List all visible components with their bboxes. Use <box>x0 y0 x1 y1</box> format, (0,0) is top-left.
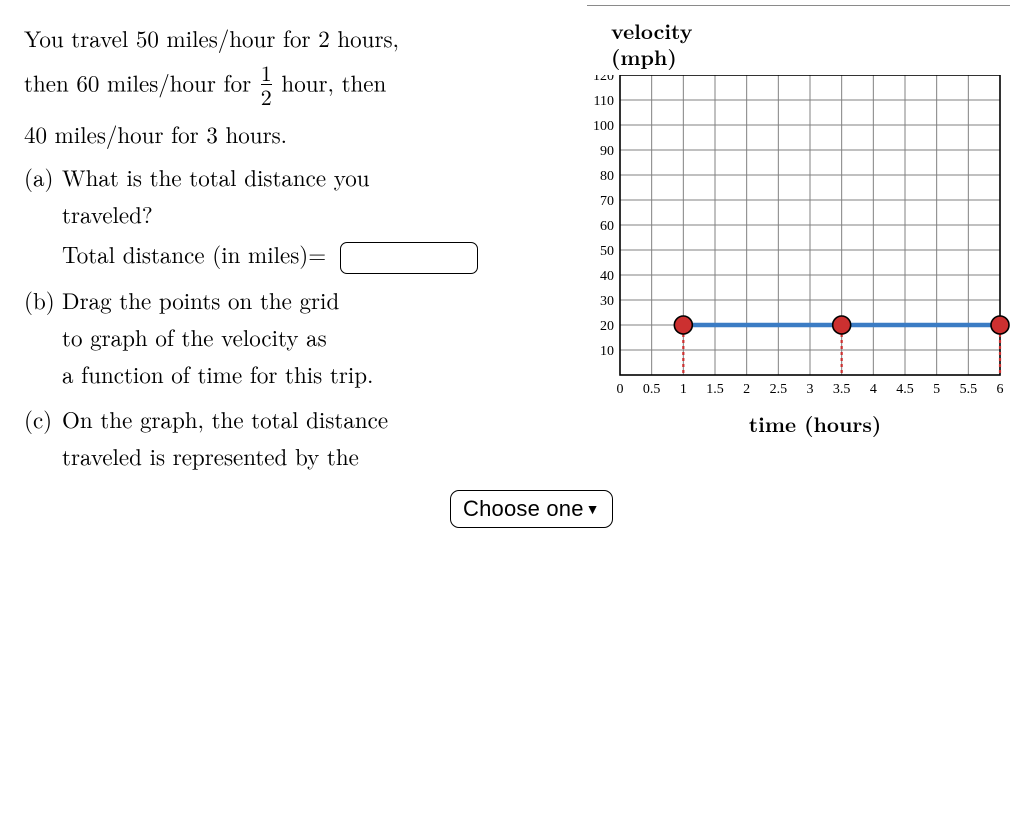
svg-text:4.5: 4.5 <box>896 382 914 397</box>
svg-text:3: 3 <box>807 382 814 397</box>
svg-text:70: 70 <box>600 194 614 209</box>
part-b-label: (b) <box>24 282 62 392</box>
svg-text:1: 1 <box>680 382 687 397</box>
y-axis-title-2: (mph) <box>611 44 1015 70</box>
problem-line-2b: hour, then <box>274 65 387 98</box>
svg-text:60: 60 <box>600 219 614 234</box>
part-c-label: (c) <box>24 401 62 475</box>
svg-text:2: 2 <box>743 382 750 397</box>
part-a-answer-label: Total distance (in miles)= <box>62 237 326 270</box>
problem-line-2: then 60 miles/hour for 12 hour, then <box>24 63 554 110</box>
problem-line-1: You travel 50 miles/hour for 2 hours, <box>24 20 554 57</box>
svg-text:10: 10 <box>600 344 614 359</box>
y-axis-title-1: velocity <box>611 18 1015 44</box>
svg-text:6: 6 <box>997 382 1004 397</box>
chart-svg[interactable]: 10 20 30 40 50 60 70 80 90 100 110 120 0 0.5 1 1.5 2 2.5 3… <box>575 75 1015 405</box>
svg-text:5.5: 5.5 <box>960 382 978 397</box>
svg-text:0: 0 <box>617 382 624 397</box>
dropdown-caret-icon: ▼ <box>586 501 600 517</box>
dropdown-label: Choose one <box>463 496 584 522</box>
top-rule <box>587 5 1010 6</box>
velocity-chart: velocity (mph) 1020304050607080901001101… <box>575 18 1015 439</box>
part-c-text-1: On the graph, the total distance <box>62 401 554 438</box>
part-b-text-3: a function of time for this trip. <box>62 356 554 393</box>
svg-text:80: 80 <box>600 169 614 184</box>
part-c-text-2: traveled is represented by the <box>62 438 554 475</box>
svg-text:110: 110 <box>594 94 614 109</box>
problem-line-2a: then 60 miles/hour for <box>24 65 259 98</box>
svg-text:4: 4 <box>870 382 877 397</box>
part-c: (c) On the graph, the total distance tra… <box>24 401 554 475</box>
problem-text: You travel 50 miles/hour for 2 hours, th… <box>24 20 554 480</box>
svg-text:5: 5 <box>933 382 940 397</box>
svg-text:120: 120 <box>593 75 614 84</box>
part-b: (b) Drag the points on the grid to graph… <box>24 282 554 392</box>
part-a-label: (a) <box>24 159 62 275</box>
svg-text:50: 50 <box>600 244 614 259</box>
part-a-text-2: traveled? <box>62 196 554 233</box>
part-b-text-1: Drag the points on the grid <box>62 282 554 319</box>
fraction-one-half: 12 <box>261 61 272 108</box>
fraction-den: 2 <box>261 84 272 108</box>
choose-one-dropdown[interactable]: Choose one▼ <box>450 490 613 528</box>
svg-text:0.5: 0.5 <box>643 382 661 397</box>
svg-text:100: 100 <box>593 119 614 134</box>
svg-text:20: 20 <box>600 319 614 334</box>
total-distance-input[interactable] <box>340 242 478 274</box>
svg-text:40: 40 <box>600 269 614 284</box>
svg-text:2.5: 2.5 <box>770 382 788 397</box>
svg-text:90: 90 <box>600 144 614 159</box>
svg-text:30: 30 <box>600 294 614 309</box>
svg-text:1.5: 1.5 <box>706 382 724 397</box>
y-axis-title: velocity (mph) <box>611 18 1015 71</box>
part-a: (a) What is the total distance you trave… <box>24 159 554 275</box>
svg-text:3.5: 3.5 <box>833 382 851 397</box>
part-a-text-1: What is the total distance you <box>62 159 554 196</box>
problem-line-3: 40 miles/hour for 3 hours. <box>24 116 554 153</box>
x-axis-title: time (hours) <box>615 409 1015 439</box>
part-b-text-2: to graph of the velocity as <box>62 319 554 356</box>
